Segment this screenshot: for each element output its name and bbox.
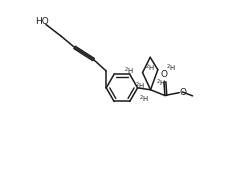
Text: $^{2}$H: $^{2}$H (135, 80, 145, 91)
Text: O: O (160, 70, 168, 79)
Text: HO: HO (35, 17, 49, 27)
Text: $^{2}$H: $^{2}$H (145, 63, 155, 74)
Text: O: O (180, 88, 187, 97)
Text: $^{2}$H: $^{2}$H (138, 94, 148, 105)
Text: $^{2}$H: $^{2}$H (166, 63, 176, 74)
Text: $^{2}$H: $^{2}$H (156, 77, 166, 89)
Text: $^{2}$H: $^{2}$H (124, 66, 134, 77)
